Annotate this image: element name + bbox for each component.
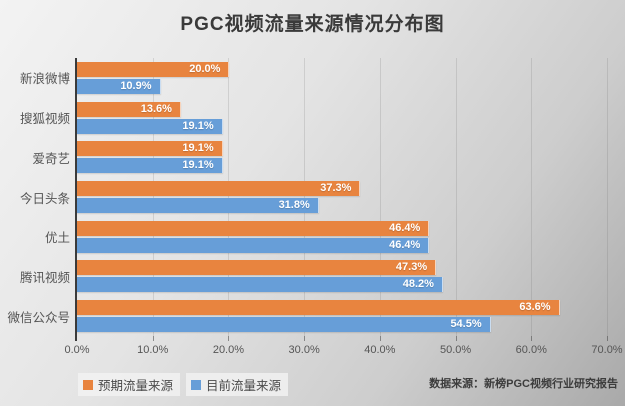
bar-expected: 46.4% [77, 220, 430, 236]
x-tick-label: 60.0% [515, 344, 547, 356]
axis-tick [152, 336, 154, 341]
bar-expected: 47.3% [77, 260, 437, 276]
axis-tick [455, 336, 457, 341]
axis-tick [304, 336, 306, 341]
legend-swatch-icon [83, 379, 93, 390]
bar-current: 19.1% [77, 118, 223, 134]
legend-label: 目前流量来源 [206, 379, 282, 393]
bar-current: 54.5% [77, 317, 491, 333]
bar-value-label: 54.5% [450, 318, 482, 331]
plot-area: 20.0% 10.9% 13.6% 19.1% 19.1% 19.1% 37.3% 31.8%… [75, 58, 608, 341]
gridline [228, 58, 230, 336]
category-axis: 新浪微博搜狐视频爱奇艺今日头条优土腾讯视频微信公众号 [0, 58, 70, 336]
bar-current: 48.2% [77, 277, 443, 293]
bar-value-label: 63.6% [519, 301, 551, 314]
bar-value-label: 46.4% [389, 221, 421, 234]
bar-expected: 63.6% [77, 300, 560, 316]
gridline [304, 58, 306, 336]
bar-value-label: 13.6% [140, 102, 172, 115]
bar-expected: 20.0% [77, 61, 230, 77]
x-tick-label: 70.0% [591, 344, 623, 356]
bar-value-label: 19.1% [182, 119, 214, 132]
bar-current: 10.9% [77, 78, 161, 94]
category-label: 今日头条 [19, 191, 70, 206]
bar-current: 19.1% [77, 158, 223, 174]
bar-value-label: 37.3% [320, 182, 352, 195]
bar-value-label: 19.1% [182, 159, 214, 172]
gridline [531, 58, 533, 336]
bars-layer: 20.0% 10.9% 13.6% 19.1% 19.1% 19.1% 37.3% 31.8%… [77, 58, 607, 336]
chart-row: 47.3% 48.2% [77, 257, 607, 297]
category-label: 新浪微博 [19, 72, 70, 87]
category-label: 优土 [44, 231, 70, 246]
axis-tick [379, 336, 381, 341]
x-tick-label: 40.0% [364, 344, 396, 356]
bar-value-label: 19.1% [182, 142, 214, 155]
x-axis: 0.0% 10.0% 20.0% 30.0% 40.0% 50.0% 60.0% 70.0% [64, 344, 622, 358]
y-axis-line [75, 58, 77, 341]
legend-item: 预期流量来源 [78, 373, 181, 396]
bar-value-label: 10.9% [120, 79, 152, 92]
x-tick-label: 0.0% [64, 344, 90, 356]
chart-row: 46.4% 46.4% [77, 217, 607, 257]
bar-value-label: 47.3% [395, 261, 428, 274]
bar-value-label: 48.2% [402, 278, 434, 291]
gridline [379, 58, 381, 336]
category-label: 微信公众号 [7, 310, 70, 325]
chart-row: 13.6% 19.1% [77, 98, 607, 138]
chart-row: 37.3% 31.8% [77, 177, 607, 217]
chart-row: 20.0% 10.9% [77, 58, 607, 98]
legend-swatch-icon [191, 379, 202, 390]
legend-label: 预期流量来源 [98, 379, 174, 393]
axis-tick [607, 336, 608, 341]
chart-row: 63.6% 54.5% [77, 296, 607, 336]
gridline [152, 58, 154, 336]
x-tick-label: 20.0% [212, 344, 245, 356]
x-tick-label: 30.0% [288, 344, 320, 356]
bar-expected: 37.3% [77, 181, 361, 197]
bar-value-label: 46.4% [389, 238, 421, 251]
x-tick-label: 10.0% [137, 344, 169, 356]
bar-current: 46.4% [77, 237, 430, 253]
x-tick-label: 50.0% [439, 344, 472, 356]
chart-title: PGC视频流量来源情况分布图 [180, 14, 445, 35]
legend-item: 目前流量来源 [186, 373, 289, 396]
category-label: 爱奇艺 [32, 151, 70, 166]
gridline [455, 58, 457, 336]
axis-tick [228, 336, 230, 341]
bar-value-label: 31.8% [278, 199, 310, 212]
axis-tick [531, 336, 533, 341]
category-label: 腾讯视频 [19, 270, 70, 285]
bar-current: 31.8% [77, 198, 319, 214]
source-note: 数据来源：新榜PGC视频行业研究报告 [429, 378, 618, 390]
bar-expected: 19.1% [77, 141, 223, 157]
bar-expected: 13.6% [77, 101, 181, 117]
legend: 预期流量来源 目前流量来源 [78, 373, 289, 396]
chart-row: 19.1% 19.1% [77, 137, 607, 177]
bar-value-label: 20.0% [189, 62, 221, 75]
category-label: 搜狐视频 [19, 112, 70, 127]
gridline [607, 58, 608, 336]
